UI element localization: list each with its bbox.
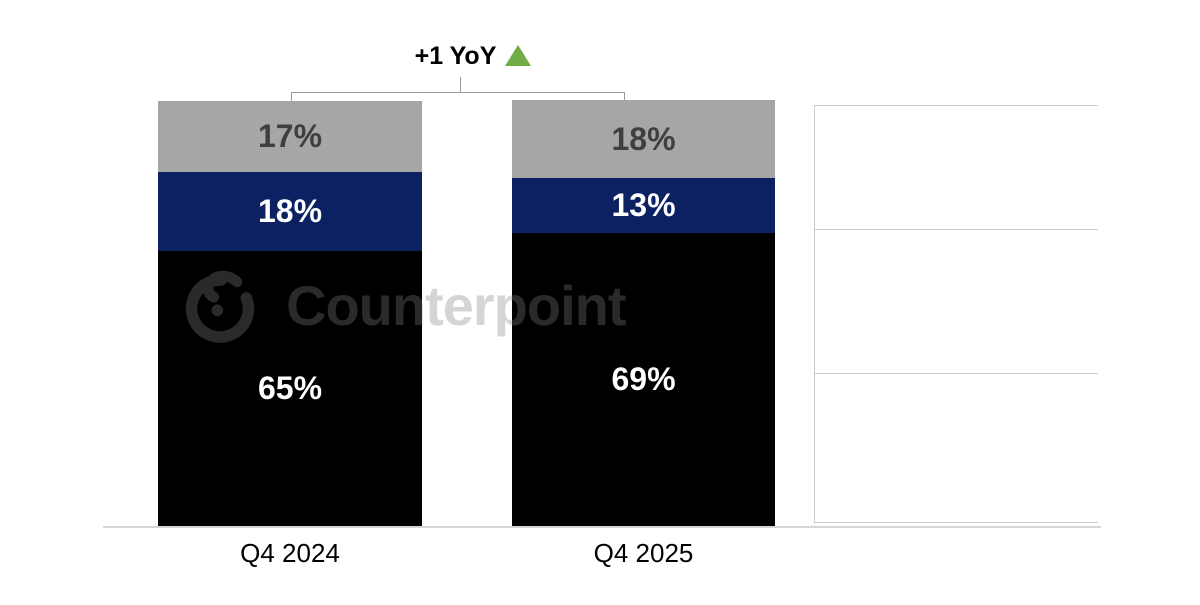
yoy-label: +1 YoY — [414, 42, 497, 70]
legend-row-samsung: SAMSUNG — [814, 230, 1098, 373]
x-axis-line — [103, 526, 1101, 528]
segment-apple-q4-2024: 65% — [158, 251, 422, 526]
category-label-q4-2024: Q4 2024 — [240, 538, 340, 568]
bracket-stem — [460, 77, 461, 92]
value-label-apple-q4-2025: 69% — [611, 361, 676, 397]
legend-bottom-border — [814, 522, 1098, 523]
legend-row-apple — [814, 374, 1098, 522]
value-label-samsung-q4-2025: 13% — [611, 187, 676, 223]
legend-divider-2 — [814, 373, 1098, 374]
category-label-q4-2025: Q4 2025 — [593, 538, 694, 568]
segment-others-q4-2024: 17% — [158, 101, 422, 172]
bar-q4-2025: 18% 13% 69% — [512, 100, 775, 526]
legend-top-border — [814, 105, 1098, 106]
legend-row-others: Others — [814, 106, 1098, 229]
bar-q4-2024: 17% 18% 65% — [158, 101, 422, 526]
value-label-others-q4-2024: 17% — [257, 118, 323, 154]
yoy-annotation: +1 YoY — [403, 42, 543, 71]
legend-left-border — [814, 105, 815, 523]
segment-samsung-q4-2024: 18% — [158, 172, 422, 251]
bracket-horizontal — [291, 92, 625, 93]
value-label-others-q4-2025: 18% — [611, 120, 676, 157]
triangle-up-icon — [505, 45, 532, 66]
bracket-right-drop — [624, 92, 625, 102]
segment-samsung-q4-2025: 13% — [512, 178, 775, 233]
value-label-apple-q4-2024: 65% — [257, 370, 323, 406]
segment-apple-q4-2025: 69% — [512, 233, 775, 526]
legend-divider-1 — [814, 229, 1098, 230]
segment-others-q4-2025: 18% — [512, 100, 775, 178]
bracket-left-drop — [291, 92, 292, 102]
value-label-samsung-q4-2024: 18% — [257, 193, 323, 229]
